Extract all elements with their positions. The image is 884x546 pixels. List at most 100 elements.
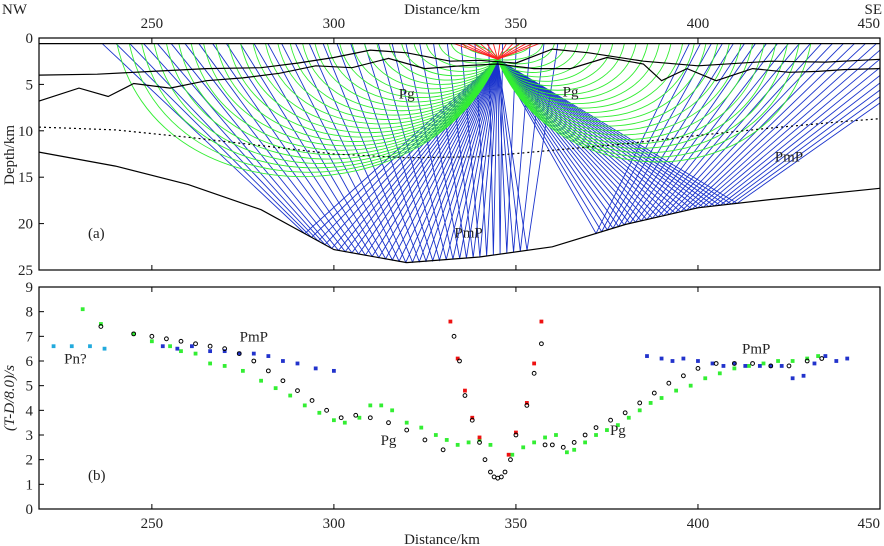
bottom-x-axis-title: Distance/km xyxy=(404,532,480,546)
y-tick-label: 5 xyxy=(26,77,34,93)
observed-point xyxy=(757,364,762,368)
calculated-point xyxy=(222,346,228,352)
observed-point xyxy=(532,440,537,445)
y-tick-label: 4 xyxy=(26,403,34,419)
calculated-point xyxy=(451,333,457,339)
pg-ray-east xyxy=(497,43,812,163)
phase-label: PmP xyxy=(775,149,803,165)
pg-ray-east xyxy=(497,43,672,109)
observed-point xyxy=(565,450,569,455)
calculated-point xyxy=(786,363,792,369)
observed-point xyxy=(288,393,293,398)
y-tick-label: 9 xyxy=(26,280,34,296)
calculated-point xyxy=(462,393,468,398)
observed-point xyxy=(790,359,795,363)
phase-label: PmP xyxy=(240,329,268,345)
pg-ray-west xyxy=(401,43,499,77)
observed-point xyxy=(488,442,493,447)
observed-point xyxy=(266,354,271,358)
pg-ray-west xyxy=(252,43,499,129)
observed-point xyxy=(514,430,518,435)
calculated-point xyxy=(502,469,508,475)
y-tick-label: 7 xyxy=(26,329,34,345)
observed-point xyxy=(222,349,227,354)
calculated-point xyxy=(804,358,810,364)
y-tick-label: 1 xyxy=(26,477,34,493)
phase-label: PmP xyxy=(742,342,770,358)
phase-label: PmP xyxy=(454,226,482,242)
observed-point xyxy=(779,364,784,368)
calculated-point xyxy=(681,373,686,379)
observed-point xyxy=(208,349,213,354)
calculated-point xyxy=(637,400,643,406)
pg-ray-east xyxy=(497,43,602,82)
pg-ray-west xyxy=(240,43,499,134)
observed-point xyxy=(710,361,715,366)
observed-point xyxy=(368,403,373,408)
x-tick-label-top: 400 xyxy=(687,16,710,32)
pg-ray-east xyxy=(497,43,800,158)
calculated-point xyxy=(539,341,544,347)
calculated-point xyxy=(651,390,657,396)
observed-point xyxy=(747,364,751,368)
observed-point xyxy=(696,359,700,363)
panel-b-phase-labels: PmP PmP Pg Pg Pn? xyxy=(64,329,770,449)
observed-point xyxy=(463,388,467,393)
calculated-point xyxy=(404,427,410,433)
pg-ray-east xyxy=(497,43,544,61)
observed-point xyxy=(251,351,256,356)
boundary-basement-upper xyxy=(38,48,881,76)
pg-ray-east xyxy=(497,43,754,140)
pg-ray-east xyxy=(497,43,707,122)
observed-point xyxy=(521,445,526,450)
panel-a-axes: 0 5 10 15 20 25 250 300 350 400 450 xyxy=(18,16,881,279)
pmp-ray-east xyxy=(497,43,778,222)
observed-point xyxy=(444,438,449,442)
observed-point xyxy=(419,425,424,430)
observed-point xyxy=(404,420,409,425)
calculated-point xyxy=(513,432,519,438)
panel-a-phase-labels: Pg Pg PmP PmP xyxy=(399,84,803,241)
pg-ray-west xyxy=(425,43,499,68)
direct-ray xyxy=(460,43,498,60)
observed-point xyxy=(331,418,336,423)
pg-ray-east xyxy=(497,43,765,145)
x-tick-label-top: 350 xyxy=(505,16,528,32)
x-tick-label-top: 300 xyxy=(323,16,346,32)
pg-ray-west xyxy=(153,43,499,164)
calculated-point xyxy=(482,457,488,463)
observed-point xyxy=(433,433,438,437)
calculated-point xyxy=(488,469,493,475)
observed-point xyxy=(455,442,460,447)
observed-point xyxy=(816,354,821,358)
observed-point xyxy=(470,415,475,420)
y-tick-label: 0 xyxy=(26,502,34,518)
observed-point xyxy=(390,408,395,413)
observed-point xyxy=(131,331,136,336)
observed-point xyxy=(572,447,577,452)
direct-ray xyxy=(492,43,499,60)
x-tick-label-top: 250 xyxy=(141,16,164,32)
x-tick-label-bottom: 350 xyxy=(505,516,528,532)
pg-ray-east xyxy=(497,43,777,149)
direct-ray xyxy=(473,43,498,60)
observed-point xyxy=(659,396,664,400)
calculated-point xyxy=(457,358,462,364)
calculated-point xyxy=(367,415,373,421)
x-tick-label-bottom: 250 xyxy=(141,516,164,532)
pmp-ray-west xyxy=(212,43,499,255)
observed-point xyxy=(823,354,828,358)
observed-point xyxy=(543,435,547,440)
calculated-point xyxy=(469,417,475,423)
observed-point xyxy=(768,364,773,368)
observed-point xyxy=(539,319,544,324)
pg-ray-east xyxy=(497,43,719,127)
pg-ray-east xyxy=(497,43,742,136)
pg-ray-east xyxy=(497,43,730,131)
corner-label-se: SE xyxy=(864,2,882,18)
direct-ray xyxy=(497,43,520,60)
calculated-point xyxy=(582,432,588,438)
pg-ray-east xyxy=(497,43,649,100)
ray-paths xyxy=(101,43,880,264)
pg-ray-west xyxy=(227,43,499,138)
